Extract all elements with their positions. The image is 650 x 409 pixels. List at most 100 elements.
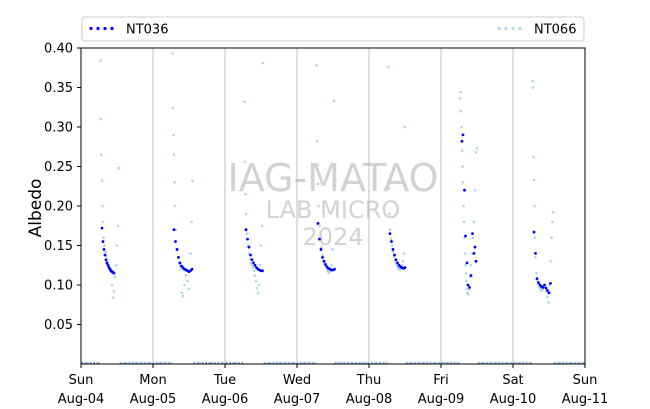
point-nt036 [316, 221, 320, 225]
point-nt066 [467, 288, 471, 292]
point-nt066 [254, 279, 258, 283]
point-nt066 [315, 64, 318, 67]
legend-marker-dot [110, 26, 114, 31]
y-tick-label: 0.05 [44, 318, 73, 333]
point-nt036 [104, 258, 108, 262]
point-nt036 [322, 259, 326, 263]
point-nt066 [260, 224, 264, 228]
point-nt036 [178, 261, 182, 265]
point-nt036 [252, 261, 255, 265]
point-nt066 [318, 224, 321, 228]
point-nt036 [175, 248, 179, 251]
point-nt036 [396, 261, 399, 265]
point-nt066 [459, 109, 463, 113]
point-nt066 [463, 252, 467, 255]
y-tick-label: 0.10 [44, 279, 73, 294]
legend-entry-nt036: NT036 [89, 23, 168, 38]
point-nt066 [471, 236, 475, 239]
point-nt066 [326, 269, 329, 273]
point-nt066 [259, 244, 263, 247]
point-nt066 [113, 275, 117, 279]
point-nt036 [465, 261, 469, 265]
legend-marker-dot [497, 26, 501, 31]
point-nt066 [402, 252, 406, 255]
point-nt066 [257, 283, 261, 287]
point-nt066 [531, 79, 534, 83]
point-nt066 [461, 181, 465, 184]
point-nt036 [261, 269, 264, 273]
point-nt066 [531, 86, 535, 89]
x-tick-label-date: Aug-06 [202, 392, 249, 407]
point-nt066 [533, 236, 537, 239]
point-nt066 [533, 204, 536, 208]
point-nt066 [387, 187, 391, 190]
x-tick-label-date: Aug-09 [418, 392, 465, 407]
point-nt066 [253, 274, 257, 277]
point-nt066 [474, 150, 478, 154]
point-nt036 [474, 259, 478, 263]
point-nt066 [461, 165, 464, 168]
legend-marker-dot [103, 26, 107, 31]
point-nt036 [473, 245, 477, 249]
point-nt036 [464, 234, 467, 238]
point-nt066 [255, 286, 259, 290]
point-nt066 [317, 204, 320, 208]
point-nt036 [250, 258, 254, 262]
data-points [99, 52, 555, 304]
legend-marker-nt036 [89, 26, 114, 31]
point-nt066 [256, 291, 260, 295]
point-nt036 [468, 285, 471, 289]
y-tick-label: 0.40 [44, 42, 73, 57]
point-nt036 [390, 240, 393, 243]
x-tick-label-day: Wed [283, 373, 311, 388]
x-axis: Sun Aug-04 Mon Aug-05 Tue Aug-06 Wed Aug-07 Thu A… [58, 364, 608, 407]
watermark-line-2: LAB MICRO [266, 196, 401, 224]
point-nt066 [328, 270, 331, 273]
point-nt066 [171, 52, 174, 55]
point-nt066 [183, 283, 186, 287]
point-nt066 [180, 291, 184, 295]
x-tick-label-date: Aug-07 [274, 392, 321, 407]
point-nt036 [249, 253, 252, 257]
point-nt066 [475, 147, 479, 150]
y-tick-label: 0.35 [44, 81, 73, 96]
x-tick-label-day: Sun [69, 373, 94, 388]
point-nt066 [390, 244, 394, 247]
point-nt036 [549, 282, 552, 285]
point-nt066 [186, 279, 189, 283]
point-nt036 [544, 286, 548, 290]
point-nt036 [247, 245, 251, 249]
point-nt036 [105, 261, 109, 265]
y-tick-label: 0.15 [44, 239, 73, 254]
point-nt066 [172, 133, 175, 137]
point-nt066 [243, 100, 246, 104]
point-nt036 [472, 252, 476, 255]
point-nt066 [387, 65, 390, 69]
point-nt066 [458, 97, 462, 100]
x-tick-label-day: Tue [213, 373, 236, 388]
point-nt066 [100, 179, 104, 183]
point-nt066 [331, 248, 334, 251]
x-tick-label-date: Aug-08 [346, 392, 393, 407]
point-nt036 [463, 188, 466, 192]
point-nt066 [110, 283, 114, 287]
point-nt066 [173, 204, 177, 208]
point-nt036 [112, 271, 116, 275]
point-nt036 [546, 289, 549, 292]
point-nt066 [250, 263, 254, 267]
x-tick-label-day: Sun [573, 373, 598, 388]
point-nt066 [103, 244, 106, 247]
point-nt066 [258, 263, 262, 267]
point-nt066 [465, 279, 468, 283]
y-tick-label: 0.20 [44, 200, 73, 215]
legend-marker-dot [96, 26, 100, 31]
point-nt036 [246, 237, 249, 241]
point-nt066 [249, 261, 253, 265]
point-nt066 [550, 236, 553, 239]
point-nt066 [320, 245, 323, 249]
point-nt066 [171, 106, 175, 110]
point-nt066 [549, 260, 552, 263]
point-nt036 [102, 248, 106, 251]
point-nt066 [261, 61, 265, 65]
